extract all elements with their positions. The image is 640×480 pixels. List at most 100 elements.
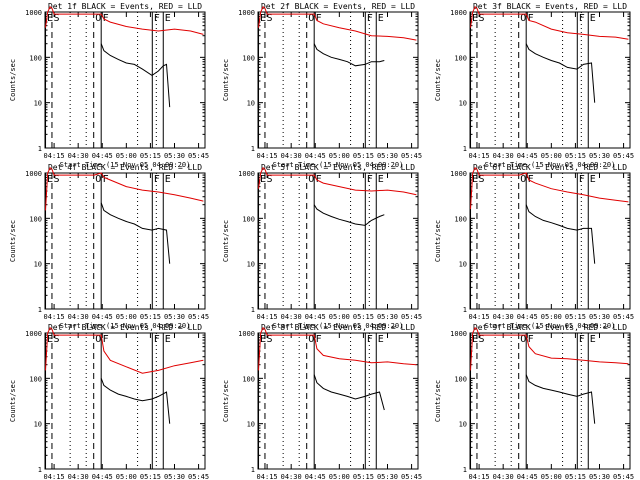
plot-frame [44, 172, 206, 310]
events-series-line [100, 202, 171, 264]
y-tick-label: 100 [29, 54, 42, 62]
time-marker-label: F [154, 13, 160, 24]
y-tick-label: 1000 [450, 9, 467, 17]
x-tick-label: 05:45 [401, 313, 422, 321]
lld-series-line [258, 326, 417, 371]
time-marker-label: O [520, 334, 526, 345]
x-tick-label: 04:15 [257, 473, 278, 480]
x-tick-label: 05:30 [377, 473, 398, 480]
x-tick-label: 05:30 [589, 152, 610, 160]
time-marker-label: F [154, 174, 160, 185]
panel-title: Det 8f BLACK = Events, RED = LLD [261, 323, 415, 332]
x-tick-label: 05:45 [613, 152, 634, 160]
plot-frame [44, 11, 206, 149]
time-marker-label: S [53, 334, 59, 345]
x-tick-label: 04:15 [44, 313, 65, 321]
time-marker-label: O [308, 334, 314, 345]
y-tick-label: 10 [34, 100, 42, 108]
time-marker-label: F [579, 334, 585, 345]
panel-title: Det 5f BLACK = Events, RED = LLD [261, 163, 415, 172]
time-marker-label: E [47, 334, 53, 345]
time-marker-label: E [47, 174, 53, 185]
time-marker-label: E [472, 334, 478, 345]
x-tick-label: 04:30 [68, 473, 89, 480]
detector-panel: Det 2f BLACK = Events, RED = LLD 1 10 100 10… [222, 2, 422, 169]
time-marker-label: E [472, 13, 478, 24]
x-tick-label: 05:45 [188, 473, 209, 480]
y-tick-label: 100 [29, 375, 42, 383]
time-marker-label: E [590, 174, 596, 185]
y-axis-label: Counts/sec [434, 380, 442, 422]
y-axis-label: Counts/sec [9, 220, 17, 262]
y-tick-label: 1 [38, 145, 42, 153]
x-tick-label: 05:45 [401, 152, 422, 160]
events-series-line [313, 43, 385, 67]
x-tick-label: 04:45 [92, 313, 113, 321]
y-tick-label: 1000 [450, 170, 467, 178]
x-tick-label: 05:15 [140, 473, 161, 480]
x-tick-label: 05:00 [116, 313, 137, 321]
x-tick-label: 05:00 [329, 473, 350, 480]
y-tick-label: 10 [459, 261, 467, 269]
y-axis-label: Counts/sec [9, 59, 17, 101]
time-marker-label: O [95, 334, 101, 345]
x-tick-label: 04:15 [44, 473, 65, 480]
y-tick-label: 1000 [238, 330, 255, 338]
x-tick-label: 05:30 [377, 313, 398, 321]
time-marker-label: F [316, 334, 322, 345]
panel-title: Det 4f BLACK = Events, RED = LLD [48, 163, 202, 172]
y-tick-label: 10 [34, 421, 42, 429]
y-tick-label: 1000 [25, 170, 42, 178]
x-axis-label: Start Time (15-Nov-05 04:09:20) [60, 161, 191, 169]
time-marker-label: E [165, 13, 171, 24]
time-marker-label: E [378, 334, 384, 345]
x-axis-label: Start Time (15-Nov-05 04:09:20) [273, 161, 404, 169]
x-axis-label: Start Time (15-Nov-05 04:09:20) [485, 322, 616, 330]
y-axis-label: Counts/sec [222, 220, 230, 262]
y-tick-label: 1000 [450, 330, 467, 338]
detector-panel: Det 1f BLACK = Events, RED = LLD 1 10 100 10… [9, 2, 209, 169]
events-series-line [525, 43, 596, 103]
time-marker-label: F [528, 174, 534, 185]
x-tick-label: 04:15 [469, 152, 490, 160]
y-tick-label: 1000 [25, 330, 42, 338]
time-marker-label: E [260, 174, 266, 185]
x-tick-label: 05:45 [613, 473, 634, 480]
x-tick-label: 05:30 [589, 473, 610, 480]
time-marker-label: E [165, 174, 171, 185]
x-tick-label: 05:15 [565, 152, 586, 160]
x-tick-label: 04:45 [517, 313, 538, 321]
x-tick-label: 05:15 [565, 313, 586, 321]
x-tick-label: 04:15 [257, 313, 278, 321]
time-marker-label: S [266, 13, 272, 24]
y-tick-label: 1 [38, 466, 42, 474]
detector-panel: Det 4f BLACK = Events, RED = LLD 1 10 100 10… [9, 163, 209, 330]
time-marker-label: E [260, 13, 266, 24]
x-tick-label: 04:45 [517, 152, 538, 160]
lld-series-line [45, 166, 204, 211]
panel-title: Det 9f BLACK = Events, RED = LLD [473, 323, 627, 332]
x-tick-label: 05:30 [164, 152, 185, 160]
y-tick-label: 1000 [25, 9, 42, 17]
lld-series-line [258, 166, 417, 196]
time-marker-label: F [367, 174, 373, 185]
x-tick-label: 05:00 [329, 152, 350, 160]
time-marker-label: O [308, 174, 314, 185]
detector-panel: Det 8f BLACK = Events, RED = LLD 1 10 100 10… [222, 323, 422, 480]
x-tick-label: 05:15 [140, 313, 161, 321]
plot-frame [257, 11, 419, 149]
y-tick-label: 100 [29, 215, 42, 223]
y-tick-label: 1 [38, 306, 42, 314]
x-tick-label: 05:15 [353, 152, 374, 160]
time-marker-label: E [47, 13, 53, 24]
time-marker-label: E [260, 334, 266, 345]
y-tick-label: 1 [463, 306, 467, 314]
plot-frame [257, 172, 419, 310]
time-marker-label: F [103, 334, 109, 345]
y-tick-label: 10 [34, 261, 42, 269]
y-tick-label: 1 [463, 466, 467, 474]
x-tick-label: 05:00 [541, 152, 562, 160]
y-tick-label: 10 [247, 421, 255, 429]
x-tick-label: 04:30 [493, 313, 514, 321]
time-marker-label: E [378, 13, 384, 24]
